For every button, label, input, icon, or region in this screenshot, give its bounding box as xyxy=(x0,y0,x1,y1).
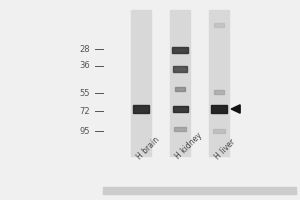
Bar xyxy=(133,105,149,113)
Text: 55: 55 xyxy=(80,88,90,98)
Text: 95: 95 xyxy=(80,127,90,136)
Bar xyxy=(209,10,229,156)
Bar xyxy=(172,47,188,53)
Text: H brain: H brain xyxy=(135,135,161,161)
Text: 72: 72 xyxy=(80,106,90,116)
Bar xyxy=(214,23,224,27)
Bar xyxy=(170,10,190,156)
Bar xyxy=(213,129,225,133)
Text: H kidney: H kidney xyxy=(174,131,204,161)
Text: 36: 36 xyxy=(79,62,90,71)
Bar xyxy=(173,66,187,72)
Bar xyxy=(172,106,188,112)
Polygon shape xyxy=(231,105,240,113)
Text: H liver: H liver xyxy=(213,137,237,161)
Bar xyxy=(131,10,151,156)
Bar xyxy=(214,90,224,94)
Bar xyxy=(211,105,227,113)
Text: 28: 28 xyxy=(80,45,90,53)
Bar xyxy=(174,127,186,131)
Bar xyxy=(103,187,296,194)
Bar xyxy=(175,87,185,91)
